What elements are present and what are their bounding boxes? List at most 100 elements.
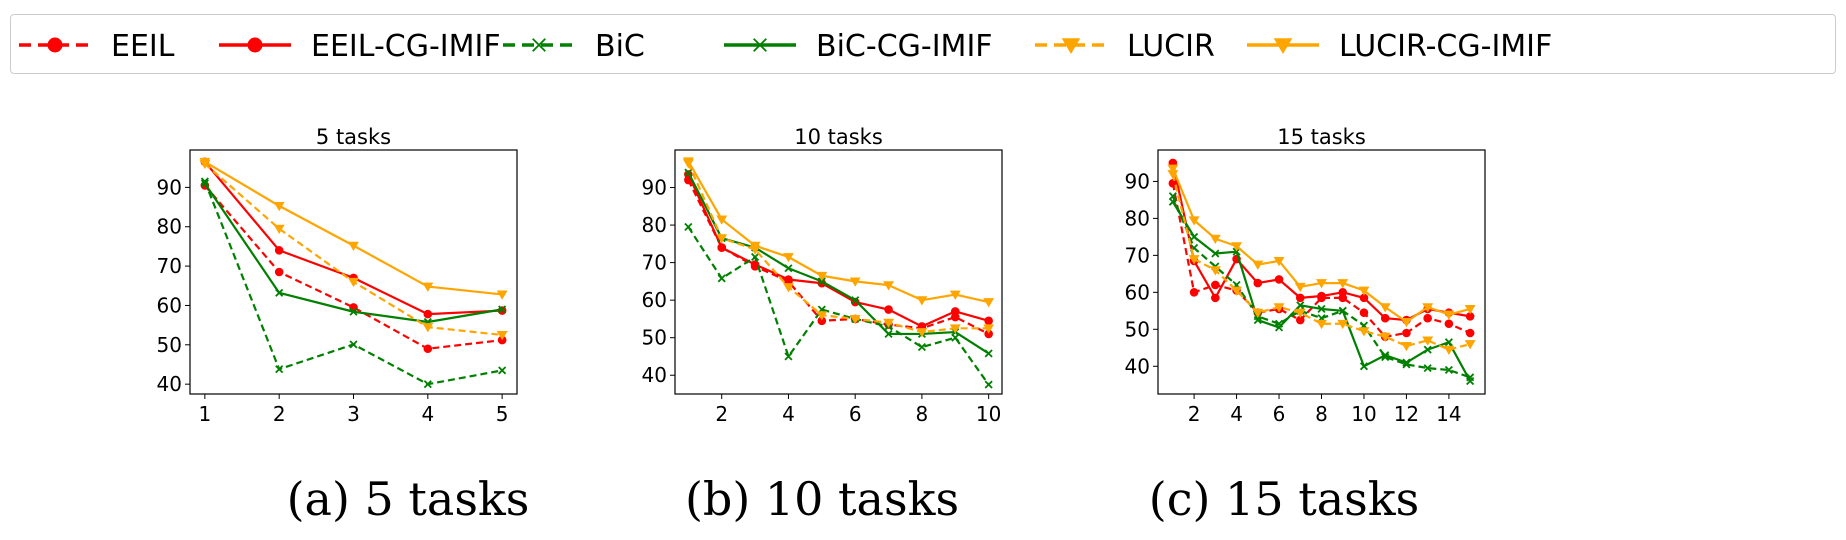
data-point-eeil	[423, 344, 433, 354]
data-point-lucir	[1316, 319, 1327, 330]
x-tick-label: 2	[715, 402, 728, 426]
chart-title: 5 tasks	[316, 125, 391, 149]
data-point-lucir	[1401, 342, 1412, 352]
data-point-lucir	[422, 323, 434, 333]
series-lucir	[199, 159, 508, 341]
caption-b: (b) 10 tasks	[684, 472, 960, 526]
legend-marker-bic	[532, 38, 546, 52]
legend-marker-eeil	[47, 37, 63, 53]
data-point-lucir	[1379, 332, 1391, 343]
legend-label-lucir: LUCIR	[1127, 29, 1215, 64]
y-tick-label: 40	[642, 363, 667, 387]
data-point-lucir-cg-imif	[749, 241, 761, 252]
data-point-bic	[984, 380, 993, 389]
data-point-lucir	[783, 283, 794, 293]
x-tick-label: 1	[198, 402, 211, 426]
data-point-bic-cg-imif	[1274, 323, 1284, 332]
data-point-bic	[917, 343, 926, 352]
y-tick-label: 70	[642, 251, 667, 275]
x-tick-label: 8	[1315, 402, 1328, 426]
data-point-lucir-cg-imif	[1337, 279, 1349, 289]
data-point-eeil-cg-imif	[1317, 291, 1326, 301]
y-tick-label: 50	[1125, 317, 1150, 341]
data-point-lucir	[983, 324, 995, 334]
data-point-bic-cg-imif	[784, 264, 793, 273]
data-point-bic	[423, 380, 432, 389]
data-point-eeil-cg-imif	[984, 316, 993, 326]
data-point-lucir	[716, 234, 728, 244]
data-point-bic-cg-imif	[275, 288, 284, 297]
legend-label-bic: BiC	[595, 29, 645, 64]
x-tick-label: 3	[347, 402, 360, 426]
data-point-eeil-cg-imif	[717, 243, 727, 252]
data-point-eeil	[1444, 319, 1454, 329]
data-point-bic	[349, 340, 358, 349]
data-point-bic	[498, 366, 507, 375]
series-eeil	[1168, 178, 1475, 341]
data-point-bic-cg-imif	[1423, 345, 1432, 354]
data-point-bic	[1423, 364, 1432, 373]
series-bic	[684, 222, 993, 389]
data-point-lucir-cg-imif	[348, 241, 359, 251]
series-line-lucir-cg-imif	[687, 160, 989, 304]
data-point-lucir	[1209, 266, 1221, 276]
data-point-bic-cg-imif	[1211, 249, 1220, 258]
y-tick-label: 60	[157, 293, 182, 317]
series-line-eeil	[204, 184, 503, 350]
data-point-lucir-cg-imif	[849, 277, 861, 287]
series-line-bic	[687, 226, 990, 386]
data-point-eeil-cg-imif	[784, 275, 793, 284]
series-line-bic-cg-imif	[687, 172, 990, 355]
data-point-bic-cg-imif	[1359, 362, 1369, 371]
data-point-lucir-cg-imif	[1188, 216, 1200, 226]
data-point-lucir	[1443, 345, 1455, 355]
data-point-lucir	[348, 277, 359, 288]
series-line-bic-cg-imif	[203, 182, 503, 324]
caption-c: (c) 15 tasks	[1148, 472, 1420, 526]
data-point-bic-cg-imif	[1317, 304, 1326, 314]
data-point-lucir	[1422, 336, 1434, 346]
x-tick-label: 4	[1230, 402, 1243, 426]
data-point-lucir	[1273, 303, 1285, 313]
data-point-lucir	[1294, 308, 1306, 318]
series-bic-cg-imif	[200, 179, 507, 327]
chart-10-tasks: 10 tasks 40 50 60 70 80 90 2 4 6 8 10	[642, 125, 1003, 426]
data-point-eeil-cg-imif	[1253, 278, 1263, 288]
data-point-eeil-cg-imif	[423, 309, 433, 319]
data-point-lucir-cg-imif	[1252, 260, 1264, 270]
data-point-lucir-cg-imif	[916, 296, 928, 306]
series-eeil-cg-imif	[200, 157, 507, 319]
legend-label-eeil-cg-imif: EEIL-CG-IMIF	[311, 29, 501, 64]
series-line-bic-cg-imif	[1171, 201, 1472, 382]
legend-label-eeil: EEIL	[111, 29, 175, 64]
plot-frame	[674, 149, 1003, 395]
data-point-bic-cg-imif	[1296, 301, 1305, 310]
legend-entry-eeil: EEIL	[19, 29, 175, 64]
data-point-eeil	[1211, 280, 1220, 290]
data-point-eeil	[274, 267, 284, 277]
data-point-bic	[1381, 352, 1390, 362]
y-tick-label: 80	[642, 213, 667, 237]
data-point-eeil-cg-imif	[1274, 275, 1284, 284]
data-point-lucir	[273, 224, 285, 235]
x-tick-label: 5	[496, 402, 509, 426]
legend-label-lucir-cg-imif: LUCIR-CG-IMIF	[1339, 29, 1552, 64]
data-point-bic-cg-imif	[200, 179, 209, 188]
series-eeil-cg-imif	[684, 170, 993, 331]
data-point-eeil-cg-imif	[274, 246, 284, 255]
y-tick-label: 70	[1125, 243, 1150, 267]
chart-title: 15 tasks	[1277, 125, 1366, 149]
data-point-lucir	[1231, 286, 1242, 296]
plot-frame	[1157, 149, 1486, 395]
data-point-lucir-cg-imif	[273, 201, 285, 212]
y-tick-label: 80	[1125, 206, 1150, 230]
data-point-lucir-cg-imif	[422, 282, 434, 292]
x-tick-label: 4	[782, 402, 795, 426]
x-tick-label: 2	[1188, 402, 1201, 426]
data-point-lucir-cg-imif	[783, 253, 794, 263]
series-bic-cg-imif	[1168, 197, 1475, 386]
data-point-eeil-cg-imif	[1380, 313, 1390, 323]
data-point-lucir-cg-imif	[1379, 303, 1391, 313]
series-line-eeil-cg-imif	[687, 173, 989, 328]
data-point-lucir	[1358, 327, 1370, 337]
